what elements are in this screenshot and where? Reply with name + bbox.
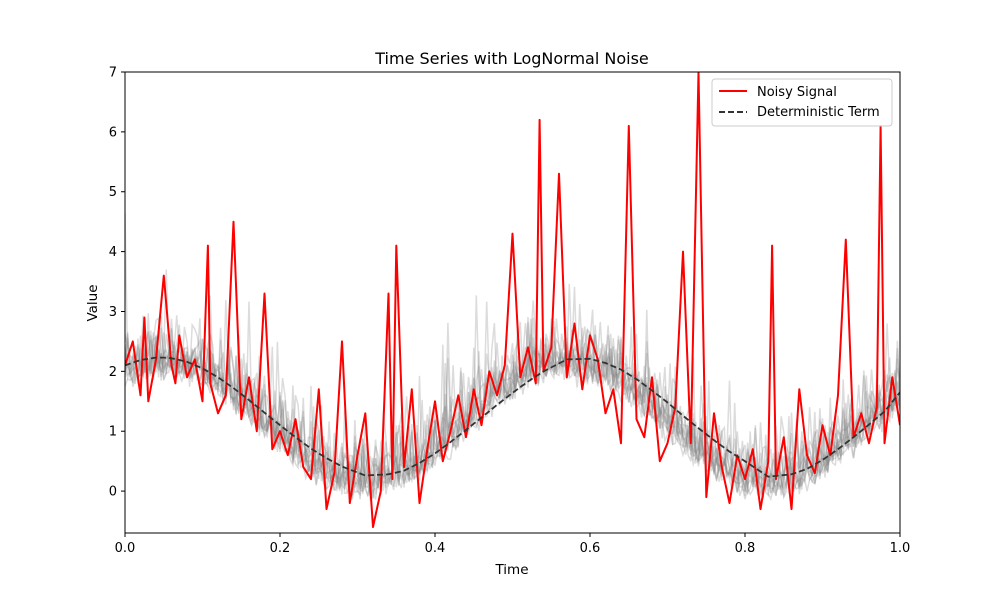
realization-line — [125, 309, 900, 501]
legend: Noisy Signal Deterministic Term — [711, 78, 893, 127]
y-tick-label: 1 — [109, 425, 117, 440]
x-tick-label: 0.2 — [270, 541, 291, 556]
y-tick-label: 2 — [109, 365, 117, 380]
realization-line — [125, 303, 900, 500]
x-axis: 0.0 0.2 0.4 0.6 0.8 1.0 — [115, 533, 911, 556]
y-axis: 0 1 2 3 4 5 6 7 — [109, 66, 125, 500]
x-tick-label: 0.4 — [425, 541, 446, 556]
y-tick-label: 3 — [109, 305, 117, 320]
x-tick-label: 1.0 — [890, 541, 911, 556]
y-tick-label: 0 — [109, 485, 117, 500]
x-tick-label: 0.0 — [115, 541, 136, 556]
y-tick-label: 6 — [109, 125, 117, 140]
realization-line — [125, 300, 900, 500]
y-tick-label: 4 — [109, 245, 117, 260]
y-tick-label: 5 — [109, 185, 117, 200]
y-tick-label: 7 — [109, 66, 117, 81]
chart-title: Time Series with LogNormal Noise — [374, 49, 649, 68]
x-axis-label: Time — [494, 562, 528, 578]
legend-label-noisy-signal: Noisy Signal — [757, 85, 837, 100]
y-axis-label: Value — [85, 284, 101, 321]
x-tick-label: 0.8 — [735, 541, 756, 556]
legend-box — [711, 78, 893, 127]
series-layer — [125, 72, 900, 528]
series-line-noisy-signal — [125, 72, 900, 528]
background-realizations — [125, 212, 900, 502]
x-tick-label: 0.6 — [580, 541, 601, 556]
plot-frame — [124, 71, 901, 534]
legend-label-deterministic-term: Deterministic Term — [757, 105, 880, 120]
realization-line — [125, 295, 900, 502]
realization-line — [125, 301, 900, 499]
series-line-deterministic-term — [125, 356, 900, 478]
